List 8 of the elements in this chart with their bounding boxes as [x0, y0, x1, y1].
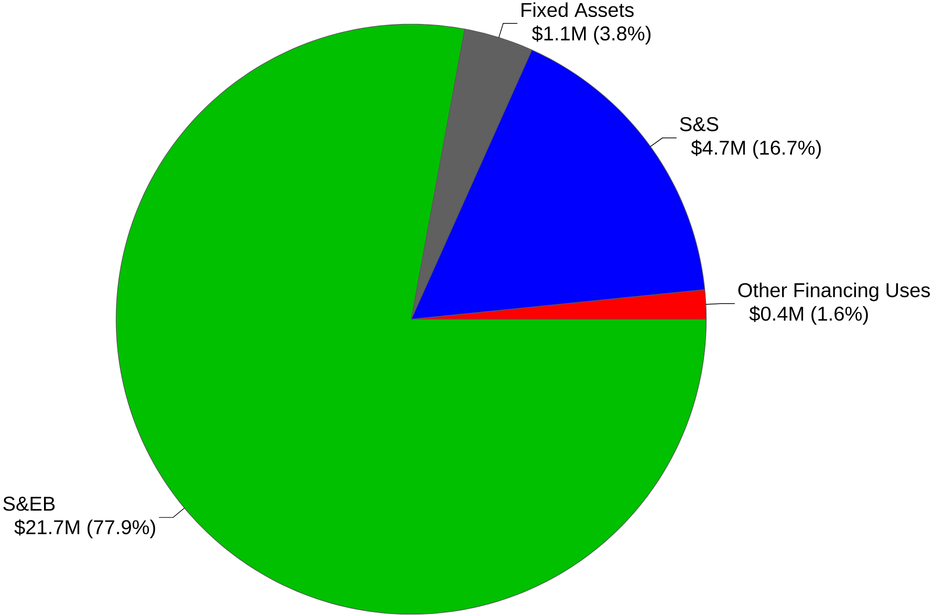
data-label: $21.7M (77.9%): [14, 520, 156, 538]
slice-label: S&S: [680, 117, 718, 132]
slice-label: Fixed Assets: [522, 2, 634, 18]
slice-label: S&EB: [3, 496, 55, 511]
data-label: $0.4M (1.6%): [749, 306, 868, 325]
data-label: $1.1M (3.8%): [532, 26, 650, 45]
data-label: $4.7M (16.7%): [691, 140, 821, 159]
slice-label: Other Financing Uses: [738, 282, 930, 302]
